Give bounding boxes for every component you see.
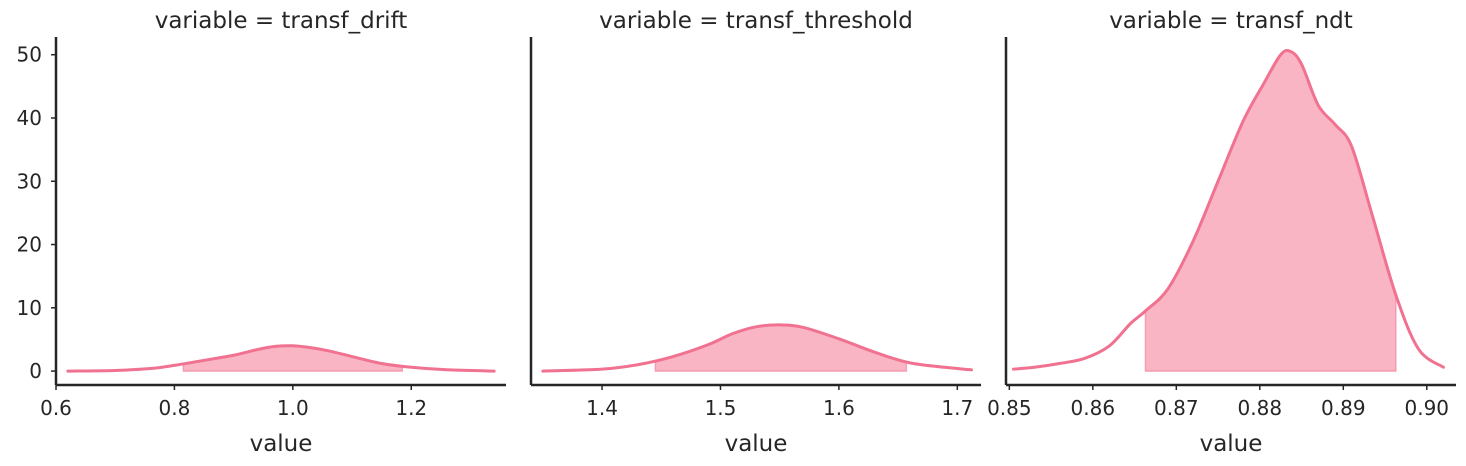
x-tick-label: 0.90 — [1405, 396, 1450, 420]
shaded-interval-area — [654, 324, 908, 372]
x-axis-label: value — [250, 431, 313, 457]
shaded-interval-area — [1144, 49, 1397, 372]
x-tick-label: 0.8 — [159, 396, 191, 420]
x-tick-label: 0.87 — [1154, 396, 1199, 420]
y-tick-label: 50 — [17, 43, 42, 67]
panel-title: variable = transf_ndt — [1109, 8, 1353, 34]
x-axis-label: value — [1200, 431, 1263, 457]
y-tick-label: 30 — [17, 169, 42, 193]
y-tick-label: 40 — [17, 106, 42, 130]
x-tick-label: 1.4 — [586, 396, 618, 420]
x-tick-label: 1.5 — [705, 396, 737, 420]
kde-line — [66, 344, 496, 373]
panel-title: variable = transf_threshold — [599, 8, 913, 34]
x-tick-label: 1.0 — [277, 396, 309, 420]
x-tick-label: 0.85 — [987, 396, 1032, 420]
kde-line — [1012, 48, 1445, 371]
panel-title: variable = transf_drift — [155, 8, 408, 34]
x-axis-label: value — [725, 431, 788, 457]
x-tick-label: 1.2 — [395, 396, 427, 420]
facet-panel-2: variable = transf_threshold 1.4 1.5 1.6 1.7 v… — [529, 8, 981, 457]
x-tick-label: 0.89 — [1321, 396, 1366, 420]
facet-panel-3: variable = transf_ndt 0.85 0.86 0.87 0.88 0.8… — [987, 8, 1456, 457]
x-tick-label: 1.6 — [823, 396, 855, 420]
x-tick-label: 0.88 — [1238, 396, 1283, 420]
x-tick-label: 0.6 — [40, 396, 72, 420]
x-tick-label: 1.7 — [941, 396, 973, 420]
y-tick-label: 0 — [29, 359, 42, 383]
y-tick-label: 10 — [17, 296, 42, 320]
kde-line — [541, 323, 974, 373]
y-tick-label: 20 — [17, 233, 42, 257]
facet-panels: variable = transf_drift 0.6 0.8 1.0 1.2 0 10 20… — [17, 8, 1456, 457]
x-tick-label: 0.86 — [1071, 396, 1116, 420]
facet-panel-1: variable = transf_drift 0.6 0.8 1.0 1.2 0 10 20… — [17, 8, 506, 457]
